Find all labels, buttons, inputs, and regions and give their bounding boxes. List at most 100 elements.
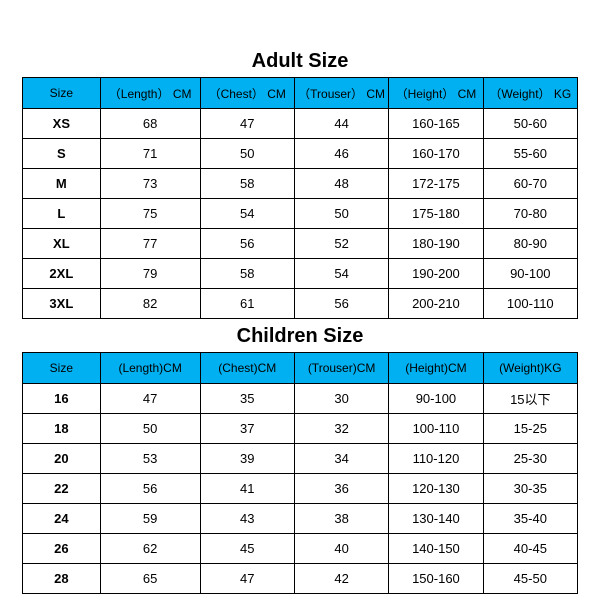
cell-value: 61 <box>200 289 294 319</box>
cell-value: 50 <box>100 414 200 444</box>
table-row: 2XL795854190-20090-100 <box>23 259 578 289</box>
adult-table: Size （Length） CM （Chest） CM （Trouser） CM… <box>22 77 578 319</box>
cell-value: 75 <box>100 199 200 229</box>
table-row: XS684744160-16550-60 <box>23 109 578 139</box>
cell-value: 30 <box>294 384 388 414</box>
table-row: 20533934110-12025-30 <box>23 444 578 474</box>
col-chest: (Chest)CM <box>200 353 294 384</box>
cell-value: 48 <box>294 169 388 199</box>
col-length: (Length)CM <box>100 353 200 384</box>
cell-value: 68 <box>100 109 200 139</box>
cell-value: 80-90 <box>483 229 577 259</box>
cell-value: 47 <box>200 109 294 139</box>
cell-value: 56 <box>200 229 294 259</box>
cell-value: 47 <box>100 384 200 414</box>
col-height: （Height） CM <box>389 78 483 109</box>
col-height: (Height)CM <box>389 353 483 384</box>
children-title: Children Size <box>22 321 578 352</box>
cell-value: 100-110 <box>483 289 577 319</box>
cell-value: 54 <box>200 199 294 229</box>
cell-size: 3XL <box>23 289 101 319</box>
cell-size: L <box>23 199 101 229</box>
cell-value: 56 <box>100 474 200 504</box>
cell-value: 46 <box>294 139 388 169</box>
cell-value: 34 <box>294 444 388 474</box>
cell-value: 40-45 <box>483 534 577 564</box>
cell-size: XS <box>23 109 101 139</box>
col-weight: （Weight） KG <box>483 78 577 109</box>
cell-value: 43 <box>200 504 294 534</box>
cell-value: 140-150 <box>389 534 483 564</box>
cell-value: 160-170 <box>389 139 483 169</box>
cell-value: 200-210 <box>389 289 483 319</box>
cell-value: 52 <box>294 229 388 259</box>
cell-value: 172-175 <box>389 169 483 199</box>
cell-value: 180-190 <box>389 229 483 259</box>
table-row: 1647353090-10015以下 <box>23 384 578 414</box>
cell-value: 45 <box>200 534 294 564</box>
cell-size: 28 <box>23 564 101 594</box>
cell-value: 38 <box>294 504 388 534</box>
cell-value: 82 <box>100 289 200 319</box>
cell-size: 18 <box>23 414 101 444</box>
cell-size: S <box>23 139 101 169</box>
cell-value: 175-180 <box>389 199 483 229</box>
cell-size: M <box>23 169 101 199</box>
table-row: 24594338130-14035-40 <box>23 504 578 534</box>
table-row: S715046160-17055-60 <box>23 139 578 169</box>
cell-value: 35-40 <box>483 504 577 534</box>
cell-value: 47 <box>200 564 294 594</box>
cell-value: 150-160 <box>389 564 483 594</box>
cell-size: 20 <box>23 444 101 474</box>
col-trouser: （Trouser） CM <box>294 78 388 109</box>
cell-value: 160-165 <box>389 109 483 139</box>
table-row: L755450175-18070-80 <box>23 199 578 229</box>
cell-value: 41 <box>200 474 294 504</box>
cell-value: 50-60 <box>483 109 577 139</box>
cell-value: 60-70 <box>483 169 577 199</box>
table-row: XL775652180-19080-90 <box>23 229 578 259</box>
cell-value: 58 <box>200 259 294 289</box>
cell-value: 77 <box>100 229 200 259</box>
cell-size: 16 <box>23 384 101 414</box>
children-header-row: Size (Length)CM (Chest)CM (Trouser)CM (H… <box>23 353 578 384</box>
col-trouser: (Trouser)CM <box>294 353 388 384</box>
cell-size: XL <box>23 229 101 259</box>
cell-value: 54 <box>294 259 388 289</box>
cell-value: 79 <box>100 259 200 289</box>
cell-value: 90-100 <box>389 384 483 414</box>
cell-value: 55-60 <box>483 139 577 169</box>
col-chest: （Chest） CM <box>200 78 294 109</box>
cell-value: 56 <box>294 289 388 319</box>
cell-value: 130-140 <box>389 504 483 534</box>
cell-value: 59 <box>100 504 200 534</box>
adult-header-row: Size （Length） CM （Chest） CM （Trouser） CM… <box>23 78 578 109</box>
cell-value: 90-100 <box>483 259 577 289</box>
cell-value: 25-30 <box>483 444 577 474</box>
cell-value: 50 <box>200 139 294 169</box>
col-length: （Length） CM <box>100 78 200 109</box>
cell-value: 15-25 <box>483 414 577 444</box>
cell-size: 24 <box>23 504 101 534</box>
cell-value: 30-35 <box>483 474 577 504</box>
cell-value: 100-110 <box>389 414 483 444</box>
cell-value: 15以下 <box>483 384 577 414</box>
cell-value: 58 <box>200 169 294 199</box>
table-row: 28654742150-16045-50 <box>23 564 578 594</box>
cell-value: 45-50 <box>483 564 577 594</box>
cell-size: 22 <box>23 474 101 504</box>
cell-value: 40 <box>294 534 388 564</box>
cell-value: 53 <box>100 444 200 474</box>
cell-value: 71 <box>100 139 200 169</box>
cell-value: 70-80 <box>483 199 577 229</box>
cell-value: 37 <box>200 414 294 444</box>
cell-size: 2XL <box>23 259 101 289</box>
col-size: Size <box>23 78 101 109</box>
table-row: 22564136120-13030-35 <box>23 474 578 504</box>
cell-value: 36 <box>294 474 388 504</box>
table-row: 18503732100-11015-25 <box>23 414 578 444</box>
cell-value: 110-120 <box>389 444 483 474</box>
col-weight: (Weight)KG <box>483 353 577 384</box>
cell-value: 39 <box>200 444 294 474</box>
cell-value: 35 <box>200 384 294 414</box>
